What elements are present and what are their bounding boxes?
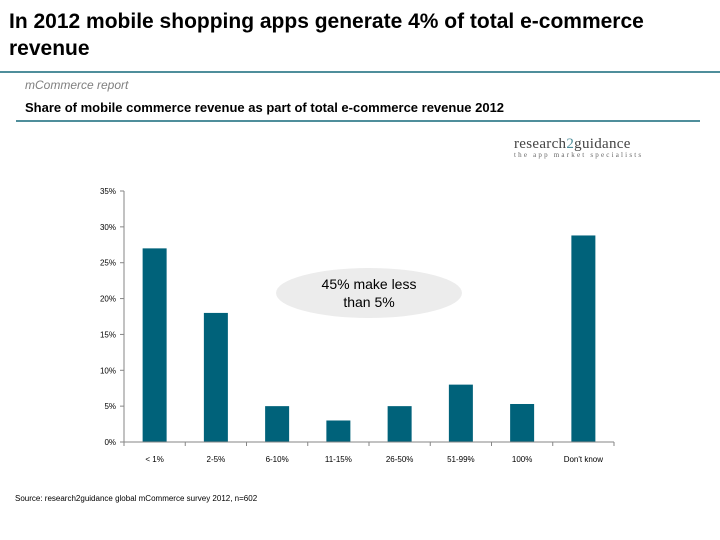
x-tick-label: 2-5% [207, 455, 226, 464]
y-tick-label: 5% [104, 402, 116, 411]
y-axis: 0% 5% 10% 15% 20% 25% 30% 35% [100, 187, 125, 447]
bar-series [142, 235, 596, 442]
bar [326, 420, 351, 442]
bar [265, 406, 290, 442]
y-tick-label: 35% [100, 187, 116, 196]
source-note: Source: research2guidance global mCommer… [15, 494, 258, 503]
bar [142, 248, 167, 442]
slide-title: In 2012 mobile shopping apps generate 4%… [9, 10, 644, 60]
title-divider [0, 71, 720, 73]
logo-tagline: the app market specialists [514, 151, 644, 159]
bar [510, 403, 535, 442]
research2guidance-logo: research2guidance the app market special… [514, 136, 654, 159]
x-tick-label: 100% [512, 455, 532, 464]
bar [571, 235, 596, 442]
bar [387, 406, 412, 442]
bar [203, 312, 228, 442]
bar [448, 384, 473, 442]
y-tick-label: 10% [100, 366, 116, 375]
x-tick-label: Don't know [564, 455, 604, 464]
logo-wordmark: research2guidance [514, 136, 631, 152]
annotation-text: 45% make less than 5% [321, 276, 417, 310]
x-tick-label: 6-10% [266, 455, 289, 464]
x-axis: < 1% 2-5% 6-10% 11-15% 26-50% 51-99% 100% Don't… [123, 441, 615, 464]
y-tick-label: 0% [104, 438, 116, 447]
subtitle-divider [16, 120, 700, 122]
x-tick-label: < 1% [145, 455, 163, 464]
x-tick-label: 51-99% [447, 455, 475, 464]
y-tick-label: 15% [100, 330, 116, 339]
y-tick-label: 20% [100, 295, 116, 304]
x-tick-label: 11-15% [325, 455, 352, 464]
x-tick-label: 26-50% [386, 455, 414, 464]
annotation-bubble: 45% make less than 5% [276, 268, 462, 318]
y-tick-label: 30% [100, 223, 116, 232]
report-label: mCommerce report [25, 78, 129, 92]
chart-subtitle: Share of mobile commerce revenue as part… [25, 100, 505, 115]
y-tick-label: 25% [100, 259, 116, 268]
